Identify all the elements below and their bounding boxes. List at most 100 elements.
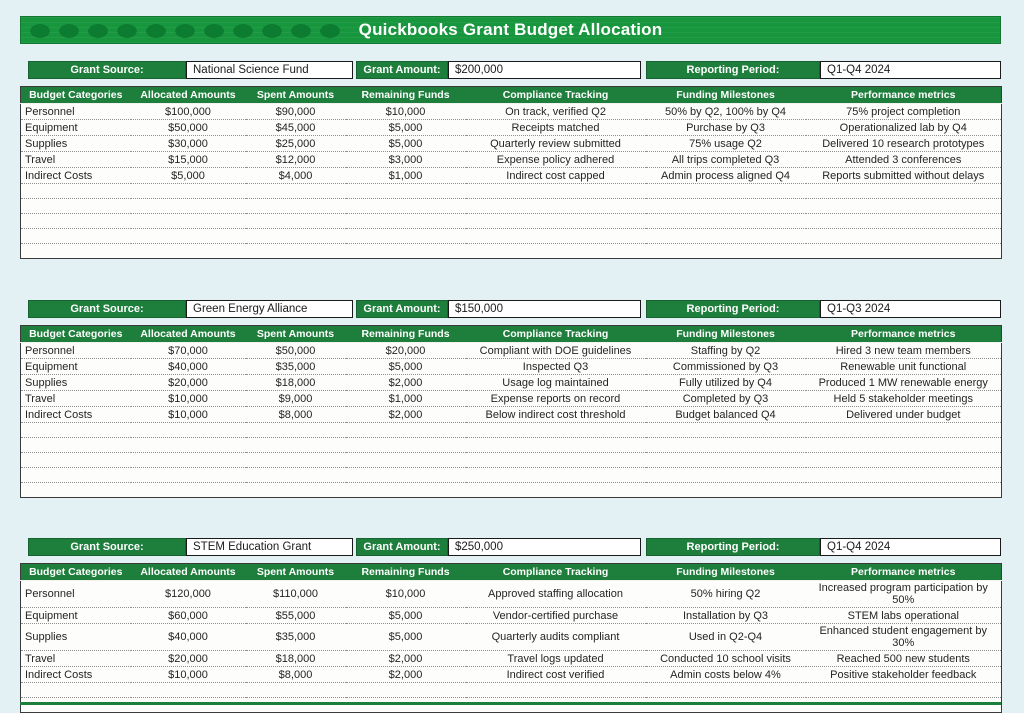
table-cell[interactable]: Quarterly review submitted (465, 135, 646, 152)
table-cell[interactable]: $20,000 (385, 344, 426, 357)
empty-row[interactable] (20, 198, 1002, 214)
empty-row[interactable] (20, 422, 1002, 438)
table-cell[interactable]: Equipment (20, 119, 131, 136)
table-cell[interactable]: $4,000 (245, 167, 346, 184)
table-cell[interactable]: Travel (20, 151, 131, 168)
table-cell[interactable]: 50% by Q2, 100% by Q4 (664, 105, 787, 118)
table-cell[interactable]: Travel logs updated (465, 650, 646, 667)
table-cell[interactable]: Personnel (25, 588, 75, 600)
empty-row[interactable] (20, 697, 1002, 713)
table-cell[interactable]: Personnel (25, 344, 75, 357)
reporting-period-value[interactable]: Q1-Q4 2024 (820, 61, 1001, 79)
table-cell[interactable]: Used in Q2-Q4 (645, 623, 806, 651)
table-cell[interactable]: $110,000 (272, 588, 319, 600)
table-cell[interactable]: $2,000 (345, 666, 466, 683)
table-cell[interactable]: Approved staffing allocation (488, 588, 623, 600)
empty-cell[interactable] (20, 697, 1002, 713)
empty-cell[interactable] (20, 482, 1002, 498)
empty-cell[interactable] (20, 682, 1002, 698)
empty-row[interactable] (20, 467, 1002, 483)
table-cell[interactable]: Receipts matched (465, 119, 646, 136)
table-cell[interactable]: Hired 3 new team members (835, 344, 971, 357)
table-cell[interactable]: Expense reports on record (465, 390, 646, 407)
table-cell[interactable]: $25,000 (245, 135, 346, 152)
table-cell[interactable]: $60,000 (130, 607, 246, 624)
grant-source-value[interactable]: STEM Education Grant (186, 538, 353, 556)
table-cell[interactable]: 75% project completion (846, 105, 961, 118)
table-cell[interactable]: Increased program participation by 50% (818, 582, 988, 606)
table-cell[interactable]: $18,000 (245, 650, 346, 667)
table-cell[interactable]: Personnel (25, 105, 75, 118)
table-cell[interactable]: $1,000 (345, 390, 466, 407)
table-cell[interactable]: Enhanced student engagement by 30% (805, 623, 1002, 651)
empty-row[interactable] (20, 482, 1002, 498)
empty-cell[interactable] (20, 228, 1002, 244)
table-cell[interactable]: $15,000 (130, 151, 246, 168)
table-cell[interactable]: $5,000 (345, 119, 466, 136)
table-cell[interactable]: Delivered 10 research prototypes (805, 135, 1002, 152)
table-cell[interactable]: Budget balanced Q4 (645, 406, 806, 423)
table-cell[interactable]: Reports submitted without delays (805, 167, 1002, 184)
table-cell[interactable]: STEM labs operational (805, 607, 1002, 624)
table-cell[interactable]: Operationalized lab by Q4 (805, 119, 1002, 136)
empty-row[interactable] (20, 213, 1002, 229)
empty-row[interactable] (20, 228, 1002, 244)
table-cell[interactable]: 75% usage Q2 (645, 135, 806, 152)
table-cell[interactable]: $8,000 (245, 666, 346, 683)
table-cell[interactable]: Expense policy adhered (465, 151, 646, 168)
table-cell[interactable]: $2,000 (345, 650, 466, 667)
table-cell[interactable]: Travel (20, 390, 131, 407)
empty-row[interactable] (20, 682, 1002, 698)
table-cell[interactable]: $1,000 (345, 167, 466, 184)
empty-cell[interactable] (20, 243, 1002, 259)
table-cell[interactable]: $5,000 (345, 623, 466, 651)
table-cell[interactable]: Indirect Costs (20, 666, 131, 683)
table-cell[interactable]: $40,000 (130, 623, 246, 651)
table-cell[interactable]: Fully utilized by Q4 (645, 374, 806, 391)
table-cell[interactable]: Inspected Q3 (465, 358, 646, 375)
table-cell[interactable]: Equipment (20, 358, 131, 375)
empty-row[interactable] (20, 243, 1002, 259)
table-cell[interactable]: $100,000 (165, 105, 211, 118)
table-cell[interactable]: Below indirect cost threshold (465, 406, 646, 423)
empty-cell[interactable] (20, 422, 1002, 438)
grant-source-value[interactable]: Green Energy Alliance (186, 300, 353, 318)
table-cell[interactable]: Renewable unit functional (805, 358, 1002, 375)
table-cell[interactable]: Installation by Q3 (645, 607, 806, 624)
table-cell[interactable]: Attended 3 conferences (805, 151, 1002, 168)
table-cell[interactable]: $10,000 (130, 390, 246, 407)
table-cell[interactable]: Quarterly audits compliant (465, 623, 646, 651)
table-cell[interactable]: Purchase by Q3 (645, 119, 806, 136)
grant-amount-value[interactable]: $250,000 (448, 538, 641, 556)
table-cell[interactable]: Completed by Q3 (645, 390, 806, 407)
empty-cell[interactable] (20, 452, 1002, 468)
table-cell[interactable]: Indirect cost capped (465, 167, 646, 184)
table-cell[interactable]: Equipment (20, 607, 131, 624)
table-cell[interactable]: Indirect Costs (20, 406, 131, 423)
table-cell[interactable]: $5,000 (345, 358, 466, 375)
table-cell[interactable]: $10,000 (130, 406, 246, 423)
table-cell[interactable]: Commissioned by Q3 (645, 358, 806, 375)
empty-cell[interactable] (20, 213, 1002, 229)
table-cell[interactable]: Supplies (20, 374, 131, 391)
table-cell[interactable]: Produced 1 MW renewable energy (805, 374, 1002, 391)
table-cell[interactable]: $70,000 (168, 344, 208, 357)
empty-cell[interactable] (20, 198, 1002, 214)
reporting-period-value[interactable]: Q1-Q3 2024 (820, 300, 1001, 318)
table-cell[interactable]: 50% hiring Q2 (690, 588, 761, 600)
table-cell[interactable]: Delivered under budget (805, 406, 1002, 423)
table-cell[interactable]: Supplies (20, 623, 131, 651)
table-cell[interactable]: Conducted 10 school visits (645, 650, 806, 667)
reporting-period-value[interactable]: Q1-Q4 2024 (820, 538, 1001, 556)
table-cell[interactable]: $50,000 (275, 344, 316, 357)
table-cell[interactable]: $5,000 (345, 607, 466, 624)
table-cell[interactable]: $5,000 (130, 167, 246, 184)
table-cell[interactable]: $10,000 (130, 666, 246, 683)
table-cell[interactable]: $18,000 (245, 374, 346, 391)
empty-row[interactable] (20, 183, 1002, 199)
table-cell[interactable]: Compliant with DOE guidelines (479, 344, 632, 357)
grant-source-value[interactable]: National Science Fund (186, 61, 353, 79)
empty-row[interactable] (20, 437, 1002, 453)
table-cell[interactable]: $120,000 (165, 588, 211, 600)
grant-amount-value[interactable]: $150,000 (448, 300, 641, 318)
